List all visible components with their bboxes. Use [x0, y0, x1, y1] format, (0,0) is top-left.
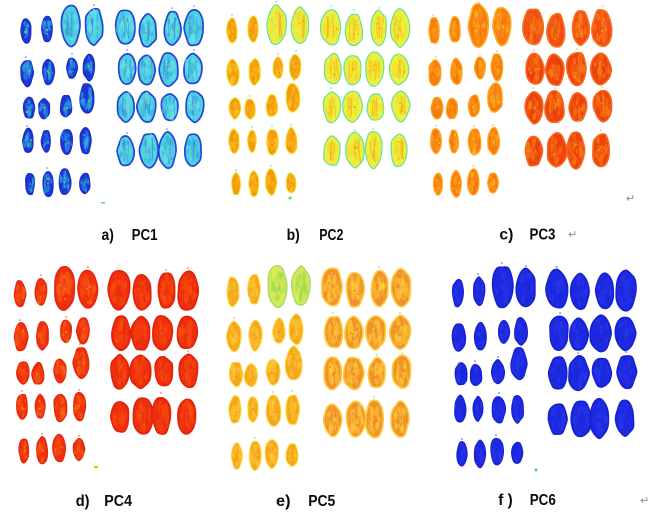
svg-text:c): c) [499, 227, 513, 244]
svg-text:PC4: PC4 [104, 493, 132, 510]
svg-text:↵: ↵ [568, 229, 577, 241]
svg-text:f ): f ) [498, 492, 512, 509]
svg-text:PC2: PC2 [319, 227, 343, 244]
svg-text:PC6: PC6 [530, 492, 556, 509]
svg-text:↵: ↵ [640, 495, 649, 507]
svg-text:e): e) [276, 493, 291, 510]
svg-text:↵: ↵ [626, 193, 635, 205]
svg-text:PC3: PC3 [530, 227, 556, 244]
svg-text:PC5: PC5 [308, 493, 335, 510]
svg-text:d): d) [76, 493, 90, 510]
svg-text:a): a) [102, 227, 114, 244]
svg-text:PC1: PC1 [132, 227, 158, 244]
svg-text:b): b) [287, 227, 300, 244]
